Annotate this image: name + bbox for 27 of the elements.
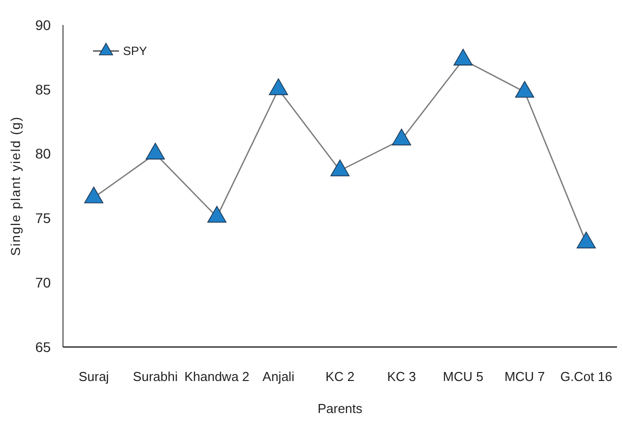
point (84, 186, 104, 204)
x-tick-label: KC 3 (387, 369, 416, 384)
x-axis-title: Parents (318, 401, 363, 416)
point (146, 142, 165, 160)
y-axis-title: Single plant yield (g) (8, 116, 23, 256)
point (392, 128, 412, 146)
point (454, 48, 473, 66)
point (576, 232, 596, 248)
x-tick-label: Khandwa 2 (184, 369, 250, 384)
x-tick-label: MCU 7 (504, 369, 545, 384)
point (515, 81, 534, 98)
y-tick-label: 65 (35, 338, 51, 355)
y-tick-label: 90 (35, 16, 51, 33)
y-tick-label: 75 (35, 210, 51, 226)
point (330, 160, 350, 176)
x-tick-label: G.Cot 16 (560, 369, 612, 384)
point (268, 78, 288, 96)
x-tick-label: Surabhi (132, 369, 178, 384)
y-tick-label: 70 (35, 274, 51, 290)
legend-label: SPY (123, 44, 148, 58)
x-tick-label: MCU 5 (442, 369, 484, 384)
x-tick-label: Suraj (78, 369, 110, 384)
y-tick-label: 85 (35, 81, 51, 98)
y-tick-label: 80 (35, 146, 51, 162)
point (207, 206, 226, 223)
x-tick-label: KC 2 (326, 369, 354, 384)
x-tick-label: Anjali (262, 369, 294, 384)
